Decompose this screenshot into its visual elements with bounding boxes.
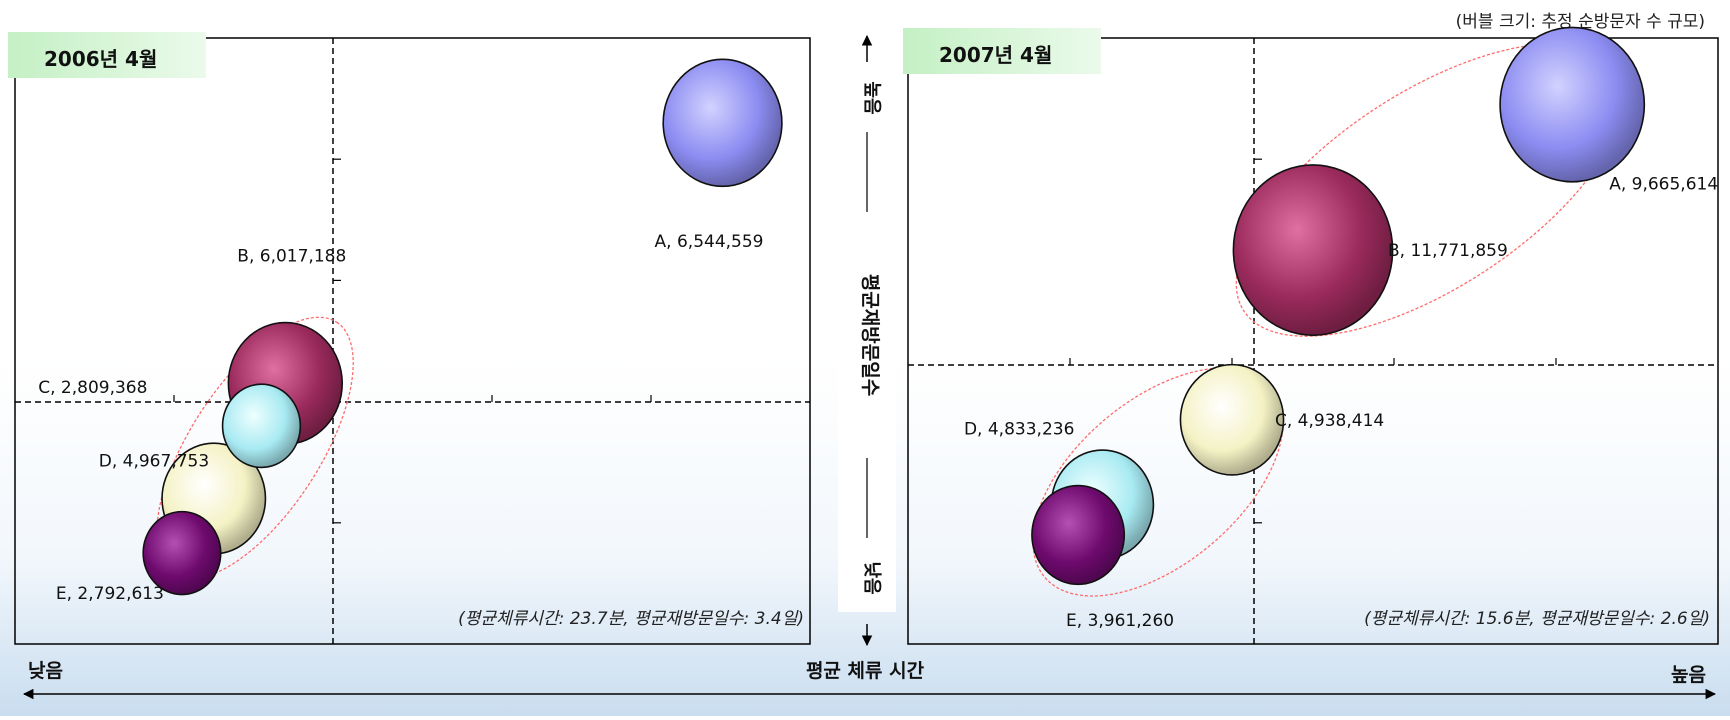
bubble-2006-A	[662, 58, 783, 188]
y-axis-high-label: 높음	[861, 81, 882, 114]
x-axis-title: 평균 체류 시간	[806, 660, 925, 682]
bubble-label-2006-B: B, 6,017,188	[237, 246, 346, 266]
bubbles-layer	[142, 26, 1646, 596]
bubble-label-2006-A: A, 6,544,559	[655, 232, 764, 252]
bubble-size-note: (버블 크기: 추정 순방문자 수 규모)	[1456, 12, 1705, 32]
bubble-2007-B	[1232, 164, 1394, 337]
bubble-label-2006-C: C, 2,809,368	[38, 378, 147, 398]
bubble-2007-E	[1031, 484, 1126, 586]
panel-title-bg-2007	[903, 28, 1101, 74]
bubble-2007-A	[1499, 26, 1646, 183]
panel-title-2006: 2006년 4월	[44, 47, 157, 71]
bubble-2006-C	[221, 383, 302, 469]
y-axis-low-label: 낮음	[861, 561, 882, 594]
panel-title-2007: 2007년 4월	[939, 43, 1052, 67]
bubble-label-2006-D: D, 4,967,753	[99, 452, 209, 472]
bubble-label-2007-B: B, 11,771,859	[1388, 241, 1508, 261]
y-axis-indicator: 높음 평균재방문일수 낮음	[838, 30, 896, 647]
bubble-2006-E	[142, 510, 222, 596]
x-axis-low-label: 낮음	[28, 660, 63, 682]
x-axis-indicator: 낮음 평균 체류 시간 높음	[22, 660, 1717, 700]
y-axis-title: 평균재방문일수	[859, 274, 881, 396]
bubble-label-2007-C: C, 4,938,414	[1275, 411, 1384, 431]
x-axis-high-label: 높음	[1671, 664, 1706, 686]
panel-title-bg-2006	[8, 32, 206, 78]
bubble-label-2007-E: E, 3,961,260	[1066, 611, 1174, 631]
bubble-label-2007-A: A, 9,665,614	[1609, 175, 1718, 195]
panel-frame-2007	[907, 37, 1719, 645]
bubble-label-2006-E: E, 2,792,613	[56, 584, 164, 604]
bubble-label-2007-D: D, 4,833,236	[964, 420, 1074, 440]
labels-layer: A, 6,544,559 B, 6,017,188 D, 4,967,753 C, 2…	[38, 175, 1718, 631]
average-note-2006: (평균체류시간: 23.7분, 평균재방문일수: 3.4일)	[458, 609, 804, 629]
panel-frame-2006	[14, 37, 811, 645]
average-note-2007: (평균체류시간: 15.6분, 평균재방문일수: 2.6일)	[1364, 609, 1710, 629]
bubble-2007-C	[1179, 363, 1285, 476]
